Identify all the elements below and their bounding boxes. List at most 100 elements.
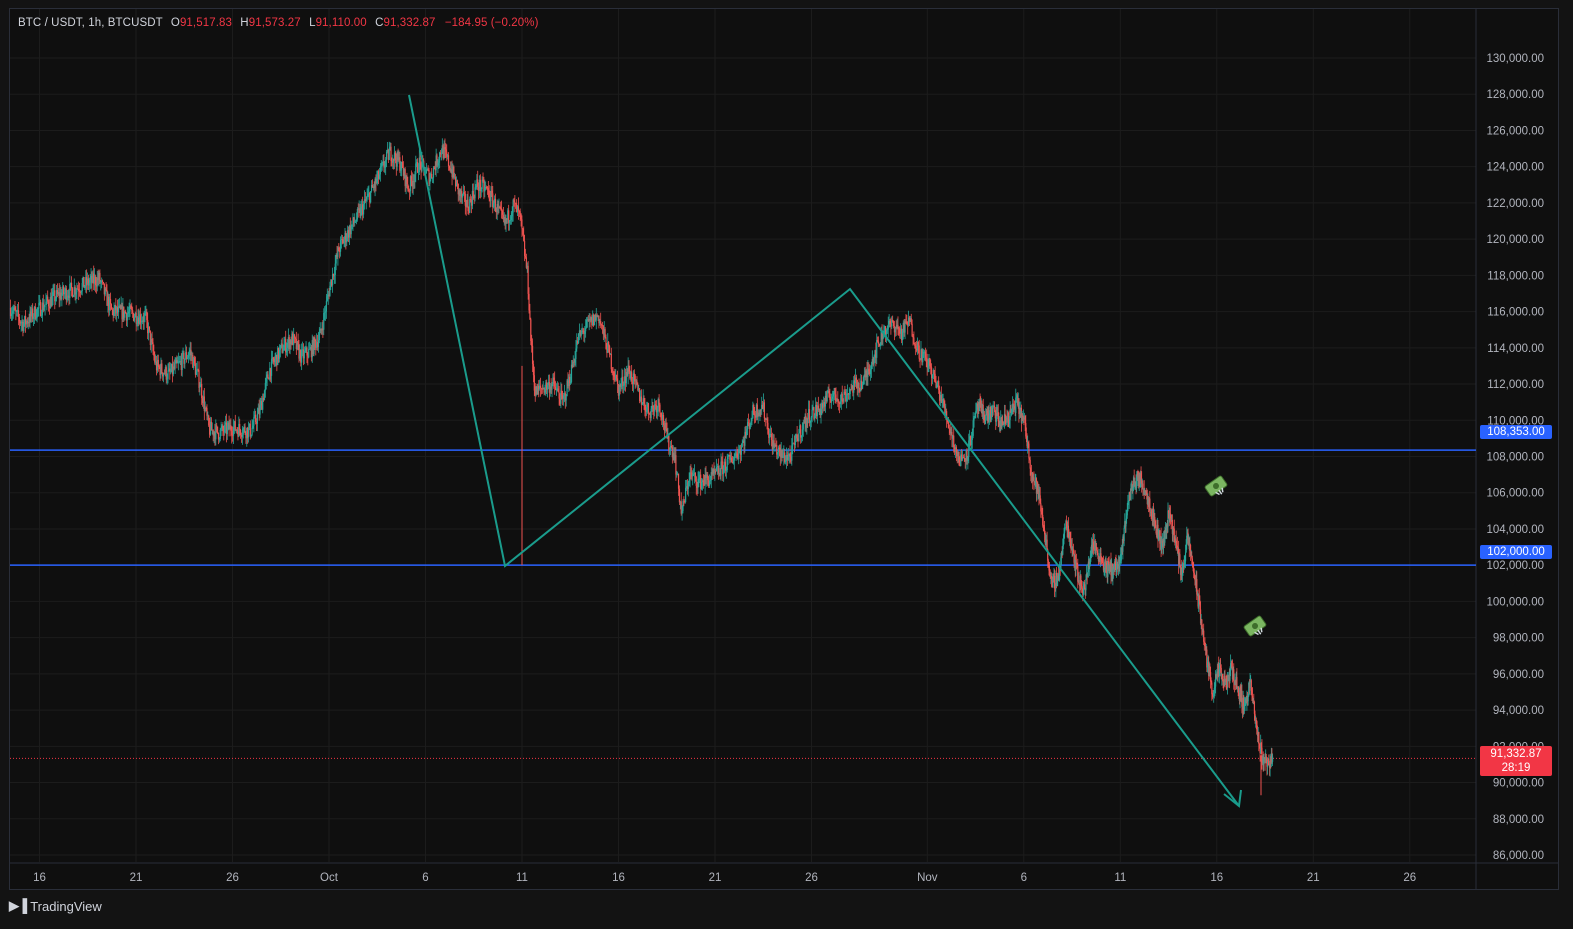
candle-body (1223, 685, 1225, 687)
candle-body (205, 407, 207, 409)
candle-body (177, 362, 179, 364)
candle-body (35, 318, 37, 319)
y-tick-label: 128,000.00 (1486, 89, 1544, 101)
symbol-label[interactable]: BTC / USDT, 1h, BTCUSDT (18, 17, 163, 29)
candle-body (1226, 675, 1229, 689)
candle-body (988, 415, 991, 420)
level-tag-102000[interactable]: 102,000.00 (1480, 545, 1552, 559)
candle-body (587, 319, 589, 322)
candle-body (562, 394, 564, 399)
candle-body (597, 315, 599, 317)
candle-body (906, 321, 908, 325)
candle-body (309, 348, 311, 350)
candle-body (1092, 542, 1095, 549)
candle-body (1005, 416, 1007, 420)
time-axis[interactable]: 16 21 26 Oct 6 11 16 21 26 Nov 6 11 16 21 26 (33, 872, 1416, 884)
candle-body (601, 325, 604, 326)
candle-body (873, 357, 875, 365)
candle-body (948, 428, 950, 430)
level-tag-108353[interactable]: 108,353.00 (1480, 425, 1552, 439)
candle-body (1191, 555, 1193, 559)
candle-body (1112, 569, 1114, 577)
candle-body (1180, 567, 1182, 575)
tradingview-branding[interactable]: ▶▐ TradingView (9, 898, 102, 914)
candle-body (57, 291, 59, 294)
candle-body (1208, 666, 1210, 677)
candle-body (752, 405, 754, 419)
candle-body (723, 465, 725, 475)
candle-body (1245, 698, 1247, 705)
candle-body (594, 314, 596, 321)
candle-body (639, 388, 641, 401)
candle-body (445, 149, 447, 152)
price-axis[interactable]: 86,000.0088,000.0090,000.0092,000.0094,0… (1486, 53, 1544, 862)
candle-body (1007, 418, 1009, 420)
candle-body (735, 453, 737, 455)
candle-body (904, 321, 906, 333)
horizontal-levels[interactable] (10, 449, 1476, 759)
candle-body (742, 440, 744, 443)
candle-body (846, 393, 849, 396)
candle-body (1070, 546, 1073, 550)
candle-body (867, 368, 869, 378)
candle-body (600, 321, 602, 325)
candle-body (101, 280, 103, 283)
candle-body (470, 198, 472, 200)
candle-body (1253, 701, 1256, 714)
close-label: C (375, 17, 384, 29)
candle-body (789, 453, 791, 457)
candle-body (1219, 665, 1221, 669)
candle-body (47, 301, 50, 307)
candle-body (503, 217, 505, 220)
candle-body (247, 427, 249, 438)
money-icon[interactable] (1204, 475, 1230, 500)
candle-body (877, 341, 880, 344)
candle-body (1147, 498, 1149, 505)
candle-body (1216, 671, 1219, 676)
candle-body (317, 340, 320, 347)
candle-body (527, 265, 529, 294)
candle-body (1260, 743, 1262, 754)
money-icon[interactable] (1243, 615, 1269, 640)
candle-body (476, 179, 478, 186)
candle-body (507, 210, 509, 220)
trend-lines[interactable] (408, 94, 1242, 808)
candle-body (475, 185, 477, 188)
candle-body (696, 485, 698, 488)
last-price-tag[interactable]: 91,332.87 28:19 (1480, 746, 1552, 776)
candle-body (623, 385, 625, 387)
bar-countdown: 28:19 (1501, 762, 1531, 774)
candle-body (744, 431, 746, 446)
x-tick-label: 26 (226, 872, 239, 884)
candle-body (290, 340, 292, 345)
candle-body (17, 310, 19, 311)
candle-body (505, 218, 507, 224)
candle-body (128, 311, 130, 313)
candle-body (646, 403, 649, 408)
candle-body (17, 310, 20, 317)
candle-body (886, 329, 888, 331)
candle-body (383, 161, 385, 168)
candle-body (1221, 674, 1224, 680)
candle-body (773, 440, 775, 447)
candle-body (971, 435, 973, 441)
candle-body (792, 442, 795, 444)
event-markers[interactable] (1204, 475, 1269, 640)
candle-body (828, 390, 830, 397)
candle-body (861, 384, 864, 389)
candle-body (1163, 538, 1165, 543)
x-tick-label: Oct (320, 872, 339, 884)
candle-body (377, 171, 379, 179)
candle-body (1145, 492, 1147, 495)
candle-body (354, 222, 356, 223)
candle-body (697, 478, 699, 488)
candle-body (398, 157, 400, 160)
candle-body (1050, 575, 1053, 579)
candle-body (474, 187, 476, 199)
candle-body (458, 190, 460, 195)
candle-body (1024, 418, 1026, 424)
candle-body (901, 331, 904, 341)
candle-body (1161, 543, 1163, 550)
candle-body (477, 179, 479, 187)
